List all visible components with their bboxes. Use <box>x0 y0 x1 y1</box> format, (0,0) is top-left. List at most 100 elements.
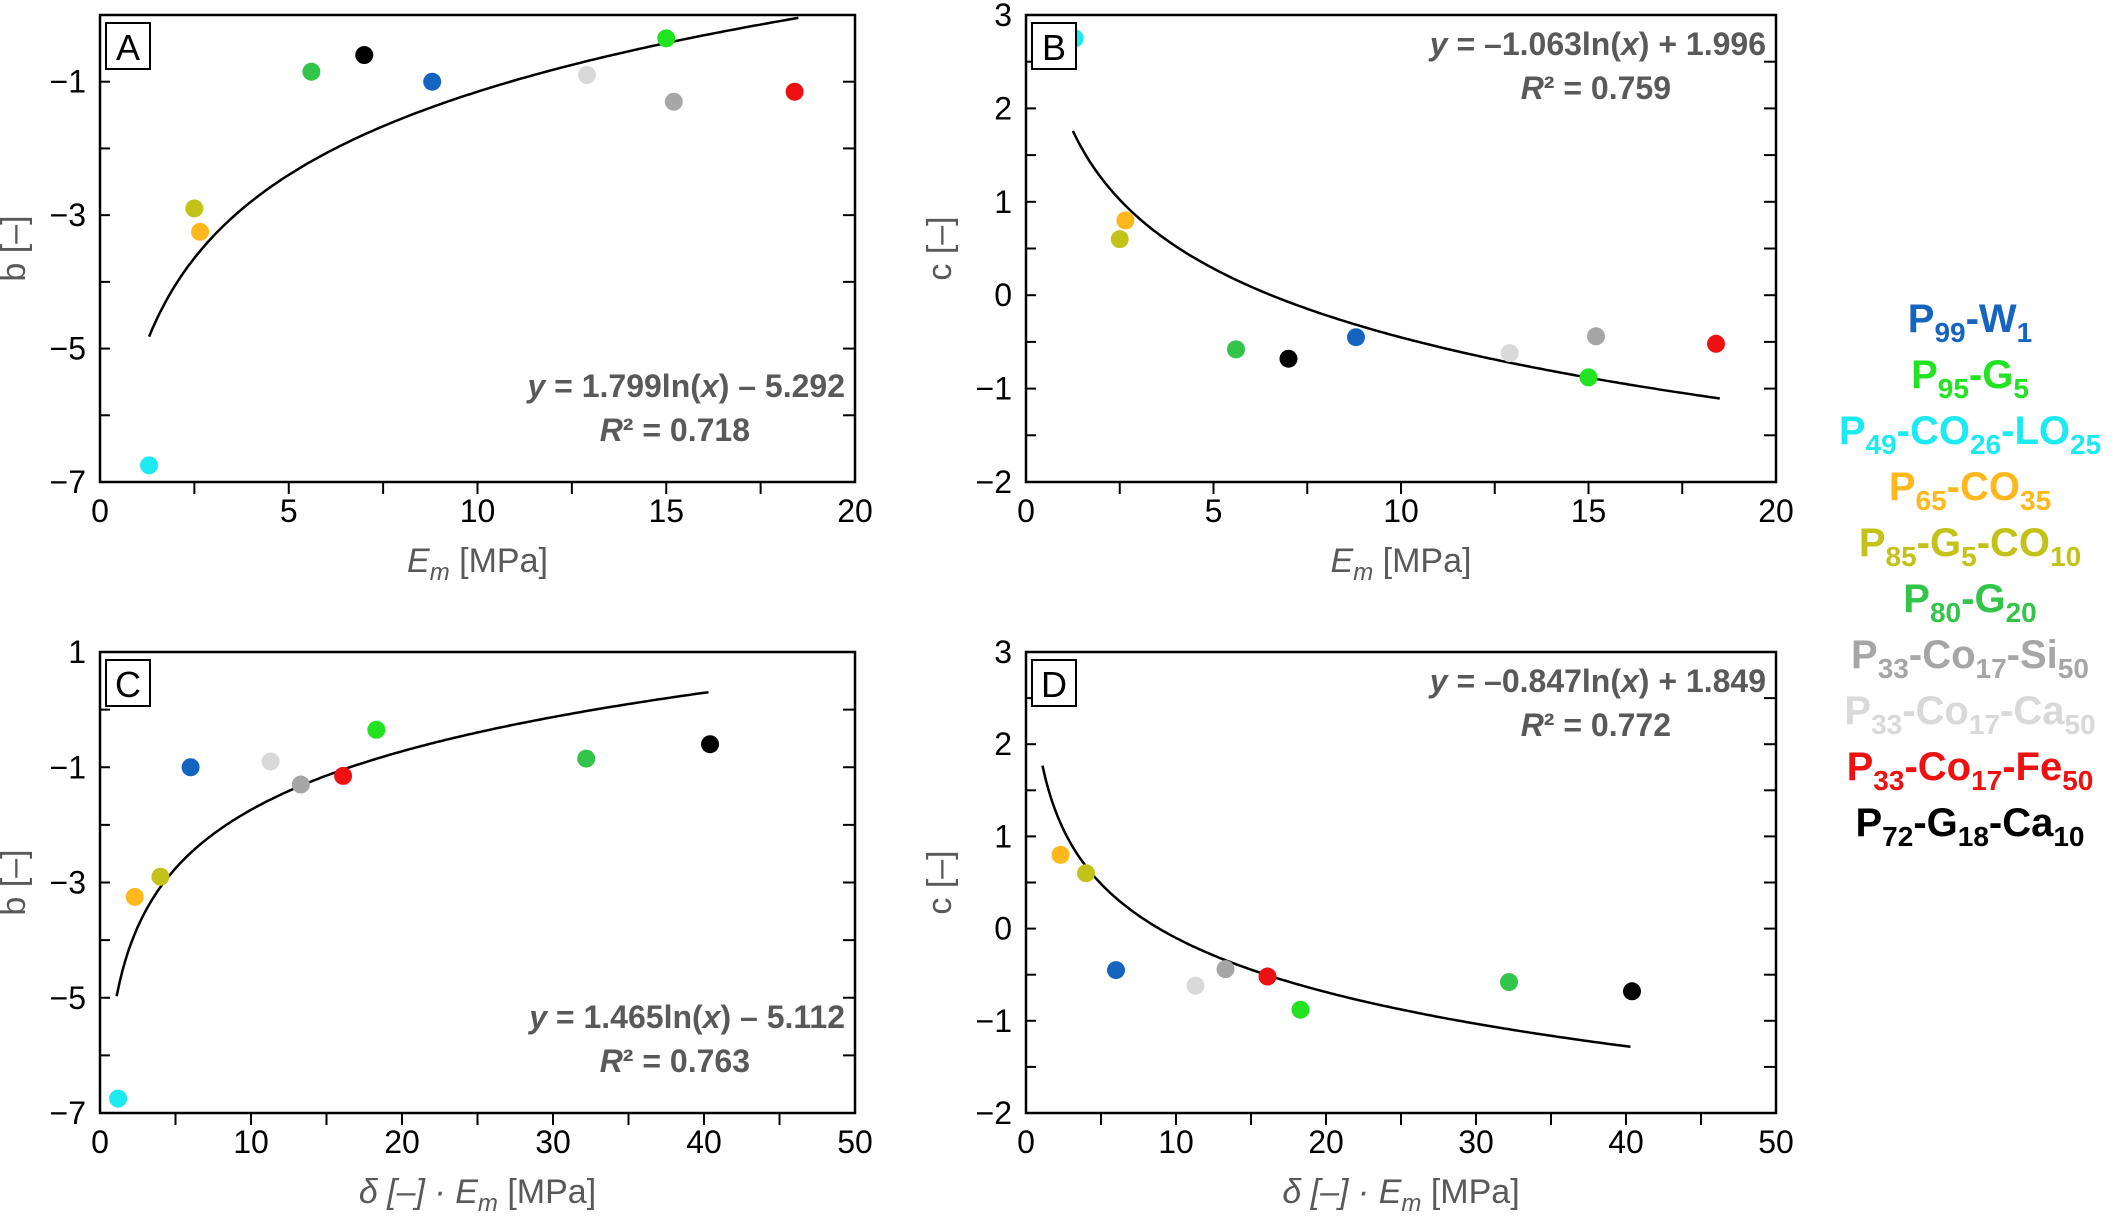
y-tick-label: 1 <box>994 184 1012 220</box>
x-axis-title: Em [MPa] <box>1331 542 1472 586</box>
legend-text-part: 50 <box>2062 765 2094 796</box>
x-axis-title: δ [–] · Em [MPa] <box>1282 1173 1519 1217</box>
legend-text-part: -Ca <box>1988 801 2054 845</box>
y-tick-label: 0 <box>994 911 1012 947</box>
data-point-p85-g5-co10 <box>185 199 204 218</box>
legend-text-part: P <box>1858 521 1886 565</box>
y-axis-title: b [–] <box>0 215 33 281</box>
regression-equation: y = 1.465ln(x) – 5.112 <box>527 999 845 1035</box>
legend-text-part: 10 <box>2053 821 2085 852</box>
legend-text-part: P <box>1903 577 1930 621</box>
x-tick-label: 20 <box>1308 1124 1344 1160</box>
legend-text-part: P <box>1855 801 1883 845</box>
x-tick-label: 10 <box>1383 493 1419 529</box>
y-tick-label: −1 <box>50 64 86 100</box>
data-point-p49-co26-lo25 <box>140 456 159 475</box>
x-tick-label: 20 <box>837 493 873 529</box>
data-point-p95-g5 <box>657 29 676 48</box>
y-tick-label: −3 <box>50 865 86 901</box>
legend-text-part: 99 <box>1934 317 1966 348</box>
legend-entry-p80-g20: P80-G20 <box>1820 576 2120 636</box>
data-point-p80-g20 <box>302 62 321 81</box>
r-squared: R² = 0.759 <box>1521 70 1671 106</box>
x-tick-label: 40 <box>686 1124 722 1160</box>
x-tick-label: 5 <box>1205 493 1223 529</box>
legend-text-part: -Co <box>1908 633 1976 677</box>
legend-text-part: -G <box>1916 521 1962 565</box>
data-point-p33-co17-si50 <box>664 92 683 111</box>
data-point-p85-g5-co10 <box>1077 864 1095 883</box>
regression-equation: y = –1.063ln(x) + 1.996 <box>1428 26 1766 62</box>
legend-text-part: -LO <box>2001 409 2071 453</box>
legend-entry-p33-co17-si50: P33-Co17-Si50 <box>1820 632 2120 692</box>
legend-text-part: 18 <box>1957 821 1989 852</box>
x-tick-label: 5 <box>280 493 298 529</box>
r-squared: R² = 0.772 <box>1521 707 1671 743</box>
legend-text-part: 33 <box>1877 653 1909 684</box>
legend-entry-p49-co26-lo25: P49-CO26-LO25 <box>1820 408 2120 468</box>
legend-text-part: 50 <box>2057 653 2089 684</box>
data-point-p65-co35 <box>1051 845 1070 864</box>
y-tick-label: −7 <box>50 464 86 500</box>
legend-text-part: -G <box>1913 801 1958 845</box>
legend-entry-p99-w1: P99-W1 <box>1820 296 2120 356</box>
y-tick-label: 1 <box>994 818 1012 854</box>
y-tick-label: −3 <box>50 197 86 233</box>
legend-text-part: 33 <box>1871 709 1903 740</box>
legend-text-part: 17 <box>1971 765 2003 796</box>
x-tick-label: 0 <box>91 1124 109 1160</box>
data-point-p33-co17-ca50 <box>1186 976 1205 995</box>
x-tick-label: 15 <box>1571 493 1607 529</box>
x-tick-label: 0 <box>1017 493 1035 529</box>
legend-text-part: 17 <box>1968 709 2001 740</box>
x-tick-label: 10 <box>460 493 496 529</box>
x-tick-label: 30 <box>535 1124 571 1160</box>
data-point-p33-co17-si50 <box>1216 960 1235 979</box>
x-tick-label: 0 <box>1017 1124 1035 1160</box>
legend-text-part: P <box>1844 689 1872 733</box>
legend-text-part: -Co <box>1904 745 1972 789</box>
y-tick-label: 1 <box>68 634 86 670</box>
legend-entry-p85-g5-co10: P85-G5-CO10 <box>1820 520 2120 580</box>
x-tick-label: 40 <box>1608 1124 1644 1160</box>
panel-label-box <box>1031 22 1077 70</box>
legend-text-part: 50 <box>2064 709 2096 740</box>
data-point-p95-g5 <box>367 720 386 739</box>
x-axis-title: Em [MPa] <box>407 542 548 586</box>
data-point-p65-co35 <box>191 222 210 241</box>
legend-text-part: P <box>1838 409 1866 453</box>
data-point-p99-w1 <box>181 758 200 777</box>
panel-b: 0 5 10 15 20 −2 −1 0 1 2 3 Em [MPa] c [–] B y = –1.063… <box>921 0 1794 586</box>
data-point-p33-co17-ca50 <box>1500 344 1519 363</box>
data-point-p85-g5-co10 <box>1110 230 1129 249</box>
data-point-p33-co17-fe50 <box>785 82 804 101</box>
y-tick-label: 3 <box>994 0 1012 33</box>
legend-text-part: 26 <box>1969 429 2002 460</box>
legend-text-part: -G <box>1968 353 2014 397</box>
data-point-p95-g5 <box>1291 1000 1310 1019</box>
legend-text-part: 20 <box>2005 597 2037 628</box>
y-tick-label: −1 <box>50 749 86 785</box>
trendline <box>147 16 799 338</box>
data-point-p33-co17-si50 <box>291 775 310 794</box>
legend-entry-p33-co17-ca50: P33-Co17-Ca50 <box>1820 688 2120 748</box>
legend-entry-p65-co35: P65-CO35 <box>1820 464 2120 524</box>
legend-text-part: 17 <box>1975 653 2007 684</box>
x-axis-title: δ [–] · Em [MPa] <box>359 1173 596 1217</box>
y-tick-label: −1 <box>976 1003 1012 1039</box>
y-tick-label: −7 <box>50 1095 86 1131</box>
legend-text-part: -CO <box>1976 521 2051 565</box>
data-point-p72-g18-ca10 <box>355 46 374 65</box>
legend-text-part: -W <box>1965 297 2017 341</box>
data-point-p33-co17-ca50 <box>261 752 280 771</box>
panel-label: B <box>1042 27 1066 68</box>
panel-d: 0 10 20 30 40 50 −2 −1 0 1 2 3 δ [–] · Em [MPa] c [–]… <box>921 634 1794 1217</box>
data-point-p65-co35 <box>1116 211 1135 230</box>
legend-text-part: 35 <box>2020 485 2052 516</box>
legend-text-part: P <box>1888 465 1916 509</box>
panel-label: A <box>116 27 140 68</box>
x-tick-label: 20 <box>1758 493 1794 529</box>
legend-text-part: 80 <box>1929 597 1962 628</box>
legend-text-part: P <box>1846 745 1874 789</box>
r-squared: R² = 0.718 <box>600 412 750 448</box>
